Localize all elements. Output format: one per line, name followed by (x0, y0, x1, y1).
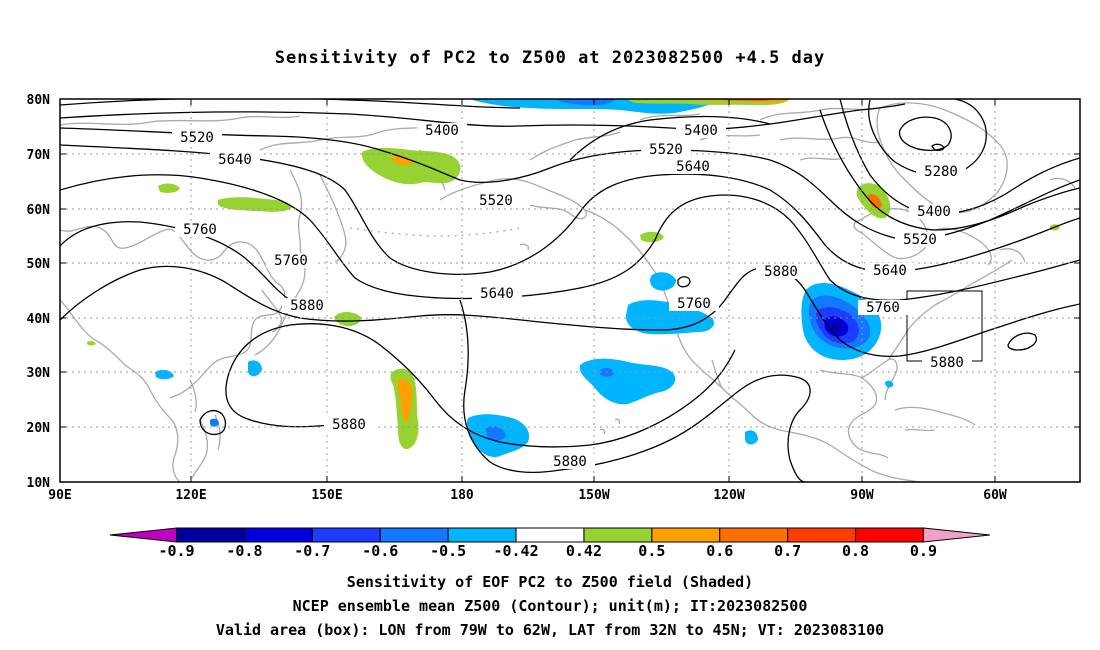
tick-marks (60, 98, 1080, 483)
caption-line-3: Valid area (box): LON from 79W to 62W, L… (215, 621, 885, 639)
contour-label: 5760 (183, 222, 217, 238)
contour-label: 5280 (924, 164, 958, 180)
lon-label: 150E (311, 488, 342, 503)
colorbar-box (515, 527, 585, 543)
contour-label: 5640 (873, 263, 907, 279)
z500-contours (60, 99, 1080, 482)
lon-label: 180 (450, 488, 474, 503)
lat-label: 40N (27, 312, 51, 327)
contour-label: 5640 (676, 159, 710, 175)
colorbar-box (447, 527, 517, 543)
colorbar-box (243, 527, 313, 543)
latitude-labels: 80N 70N 60N 50N 40N 30N 20N 10N (27, 93, 51, 491)
lat-label: 20N (27, 421, 51, 436)
lat-label: 80N (27, 93, 51, 108)
contour-label: 5640 (218, 152, 252, 168)
contour-label: 5880 (930, 355, 964, 371)
colorbar-box (855, 527, 924, 543)
colorbar-label: 0.9 (910, 542, 937, 560)
lat-label: 60N (27, 203, 51, 218)
colorbar (109, 527, 991, 543)
contour-label: 5520 (180, 130, 214, 146)
contour-label: 5400 (917, 204, 951, 220)
contour-label: 5880 (764, 264, 798, 280)
contour-label: 5520 (649, 142, 683, 158)
colorbar-label: 0.5 (638, 542, 665, 560)
contour-label: 5880 (553, 454, 587, 470)
colorbar-label: 0.7 (774, 542, 801, 560)
contour-label: 5880 (290, 298, 324, 314)
colorbar-box (787, 527, 857, 543)
colorbar-box (176, 527, 245, 543)
longitude-labels: 90E 120E 150E 180 150W 120W 90W 60W (48, 488, 1007, 503)
contour-label: 5400 (425, 123, 459, 139)
colorbar-label: 0.6 (706, 542, 733, 560)
contour-label: 5760 (274, 253, 308, 269)
colorbar-box (651, 527, 721, 543)
lon-label: 150W (578, 488, 609, 503)
colorbar-label: -0.42 (493, 542, 538, 560)
lat-label: 30N (27, 366, 51, 381)
colorbar-label: 0.42 (566, 542, 602, 560)
lon-label: 120E (175, 488, 206, 503)
colorbar-box (311, 527, 381, 543)
contour-label: 5520 (479, 193, 513, 209)
contour-labels: 5520 5640 5400 5400 5520 5640 5520 5760 … (172, 123, 972, 470)
colorbar-label: -0.8 (226, 542, 262, 560)
colorbar-label: -0.5 (430, 542, 466, 560)
contour-label: 5520 (903, 232, 937, 248)
caption-line-2: NCEP ensemble mean Z500 (Contour); unit(… (292, 597, 808, 615)
colorbar-labels: -0.9 -0.8 -0.7 -0.6 -0.5 -0.42 0.42 0.5 0.6 0.7 0.… (158, 542, 937, 560)
colorbar-label: -0.7 (294, 542, 330, 560)
colorbar-box (583, 527, 653, 543)
lat-label: 10N (27, 476, 51, 491)
contour-label: 5640 (480, 286, 514, 302)
contour-label: 5880 (332, 417, 366, 433)
contour-label: 5760 (866, 300, 900, 316)
colorbar-label: -0.6 (362, 542, 398, 560)
plot-border (59, 98, 1081, 483)
colorbar-box (379, 527, 449, 543)
lat-label: 50N (27, 257, 51, 272)
colorbar-label: -0.9 (158, 542, 194, 560)
lon-label: 60W (983, 488, 1007, 503)
contour-label: 5400 (684, 123, 718, 139)
colorbar-triangle-low (109, 527, 178, 543)
lon-label: 90W (850, 488, 874, 503)
colorbar-box (719, 527, 789, 543)
lat-label: 70N (27, 148, 51, 163)
lon-label: 90E (48, 488, 71, 503)
caption-line-1: Sensitivity of EOF PC2 to Z500 field (Sh… (346, 573, 754, 591)
map-title: Sensitivity of PC2 to Z500 at 2023082500… (274, 48, 826, 68)
lon-label: 120W (713, 488, 744, 503)
contour-label: 5760 (677, 296, 711, 312)
colorbar-triangle-high (922, 527, 991, 543)
colorbar-label: 0.8 (842, 542, 869, 560)
